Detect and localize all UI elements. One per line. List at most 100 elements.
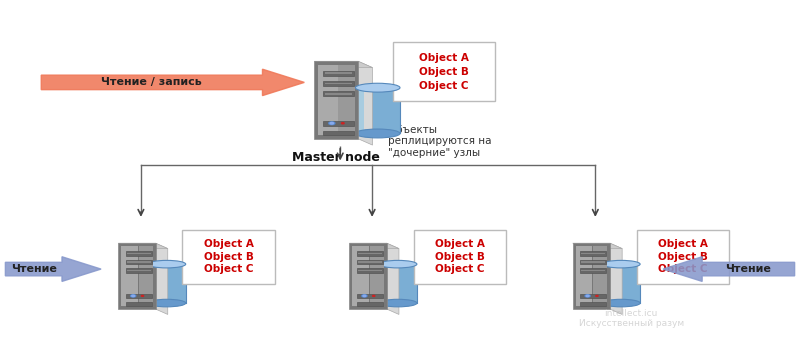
Bar (379, 264, 386, 303)
FancyBboxPatch shape (127, 253, 150, 254)
FancyBboxPatch shape (323, 91, 354, 96)
FancyBboxPatch shape (338, 65, 355, 135)
Polygon shape (573, 243, 622, 248)
Text: Объекты
реплицируются на
"дочерние" узлы: Объекты реплицируются на "дочерние" узлы (388, 125, 491, 158)
FancyBboxPatch shape (358, 261, 382, 263)
Polygon shape (350, 243, 399, 248)
Text: Чтение: Чтение (10, 264, 57, 274)
Ellipse shape (379, 260, 417, 268)
FancyBboxPatch shape (370, 246, 384, 306)
FancyBboxPatch shape (580, 268, 606, 273)
FancyBboxPatch shape (357, 268, 383, 273)
Text: Object C: Object C (435, 264, 485, 274)
Text: Object B: Object B (435, 252, 485, 262)
Ellipse shape (602, 260, 640, 268)
Circle shape (373, 295, 375, 296)
Text: Object C: Object C (658, 264, 708, 274)
FancyBboxPatch shape (325, 72, 352, 74)
Text: Чтение / запись: Чтение / запись (102, 77, 202, 87)
FancyBboxPatch shape (573, 243, 610, 309)
FancyBboxPatch shape (358, 253, 382, 254)
FancyBboxPatch shape (325, 93, 352, 94)
FancyBboxPatch shape (127, 261, 150, 263)
FancyBboxPatch shape (126, 302, 152, 306)
FancyBboxPatch shape (118, 243, 155, 309)
Circle shape (363, 295, 366, 296)
FancyBboxPatch shape (350, 243, 386, 309)
FancyBboxPatch shape (323, 71, 354, 76)
FancyBboxPatch shape (318, 65, 338, 135)
FancyBboxPatch shape (122, 246, 138, 306)
FancyBboxPatch shape (580, 251, 606, 256)
Circle shape (142, 295, 144, 296)
Circle shape (596, 295, 598, 296)
Text: Master node: Master node (292, 151, 380, 164)
FancyBboxPatch shape (126, 260, 152, 264)
FancyBboxPatch shape (314, 61, 358, 139)
Bar (602, 264, 640, 303)
FancyBboxPatch shape (637, 230, 730, 284)
FancyBboxPatch shape (580, 260, 606, 264)
Text: Object B: Object B (204, 252, 254, 262)
Text: Object C: Object C (419, 81, 469, 91)
FancyBboxPatch shape (353, 246, 370, 306)
Bar (355, 88, 364, 133)
Text: Object B: Object B (419, 67, 469, 77)
Polygon shape (314, 61, 373, 67)
FancyBboxPatch shape (182, 230, 275, 284)
Bar (379, 264, 417, 303)
Circle shape (586, 295, 589, 296)
FancyBboxPatch shape (580, 302, 606, 306)
FancyBboxPatch shape (582, 261, 605, 263)
Text: Object A: Object A (435, 239, 485, 249)
Text: intellect.icu
Искусственный разум: intellect.icu Искусственный разум (578, 309, 684, 328)
Polygon shape (386, 243, 399, 315)
Circle shape (132, 295, 134, 296)
Polygon shape (42, 69, 304, 95)
Circle shape (585, 295, 590, 297)
FancyBboxPatch shape (126, 268, 152, 273)
Ellipse shape (355, 83, 400, 92)
FancyBboxPatch shape (358, 270, 382, 272)
Circle shape (362, 295, 367, 297)
Ellipse shape (355, 129, 400, 138)
FancyBboxPatch shape (580, 294, 606, 298)
Text: Object A: Object A (204, 239, 254, 249)
FancyBboxPatch shape (593, 246, 607, 306)
Circle shape (342, 123, 344, 124)
Bar (148, 264, 186, 303)
FancyBboxPatch shape (323, 81, 354, 86)
Polygon shape (118, 243, 168, 248)
Circle shape (130, 295, 136, 297)
FancyBboxPatch shape (576, 246, 593, 306)
FancyBboxPatch shape (126, 294, 152, 298)
Text: Object A: Object A (419, 53, 469, 63)
FancyBboxPatch shape (582, 253, 605, 254)
FancyBboxPatch shape (357, 294, 383, 298)
FancyBboxPatch shape (357, 260, 383, 264)
Bar (355, 88, 400, 133)
Ellipse shape (602, 299, 640, 307)
Polygon shape (358, 61, 373, 145)
FancyBboxPatch shape (582, 270, 605, 272)
Circle shape (329, 122, 335, 125)
FancyBboxPatch shape (357, 251, 383, 256)
FancyBboxPatch shape (393, 42, 495, 102)
Text: Чтение: Чтение (726, 264, 771, 274)
FancyBboxPatch shape (357, 302, 383, 306)
FancyBboxPatch shape (126, 251, 152, 256)
Circle shape (330, 122, 334, 124)
Ellipse shape (379, 299, 417, 307)
Text: Object B: Object B (658, 252, 708, 262)
Polygon shape (610, 243, 622, 315)
FancyBboxPatch shape (325, 82, 352, 84)
Ellipse shape (148, 299, 186, 307)
Bar (602, 264, 610, 303)
Polygon shape (155, 243, 168, 315)
Bar (148, 264, 155, 303)
Ellipse shape (148, 260, 186, 268)
Text: Object C: Object C (204, 264, 254, 274)
FancyBboxPatch shape (127, 270, 150, 272)
FancyBboxPatch shape (414, 230, 506, 284)
Text: Object A: Object A (658, 239, 708, 249)
